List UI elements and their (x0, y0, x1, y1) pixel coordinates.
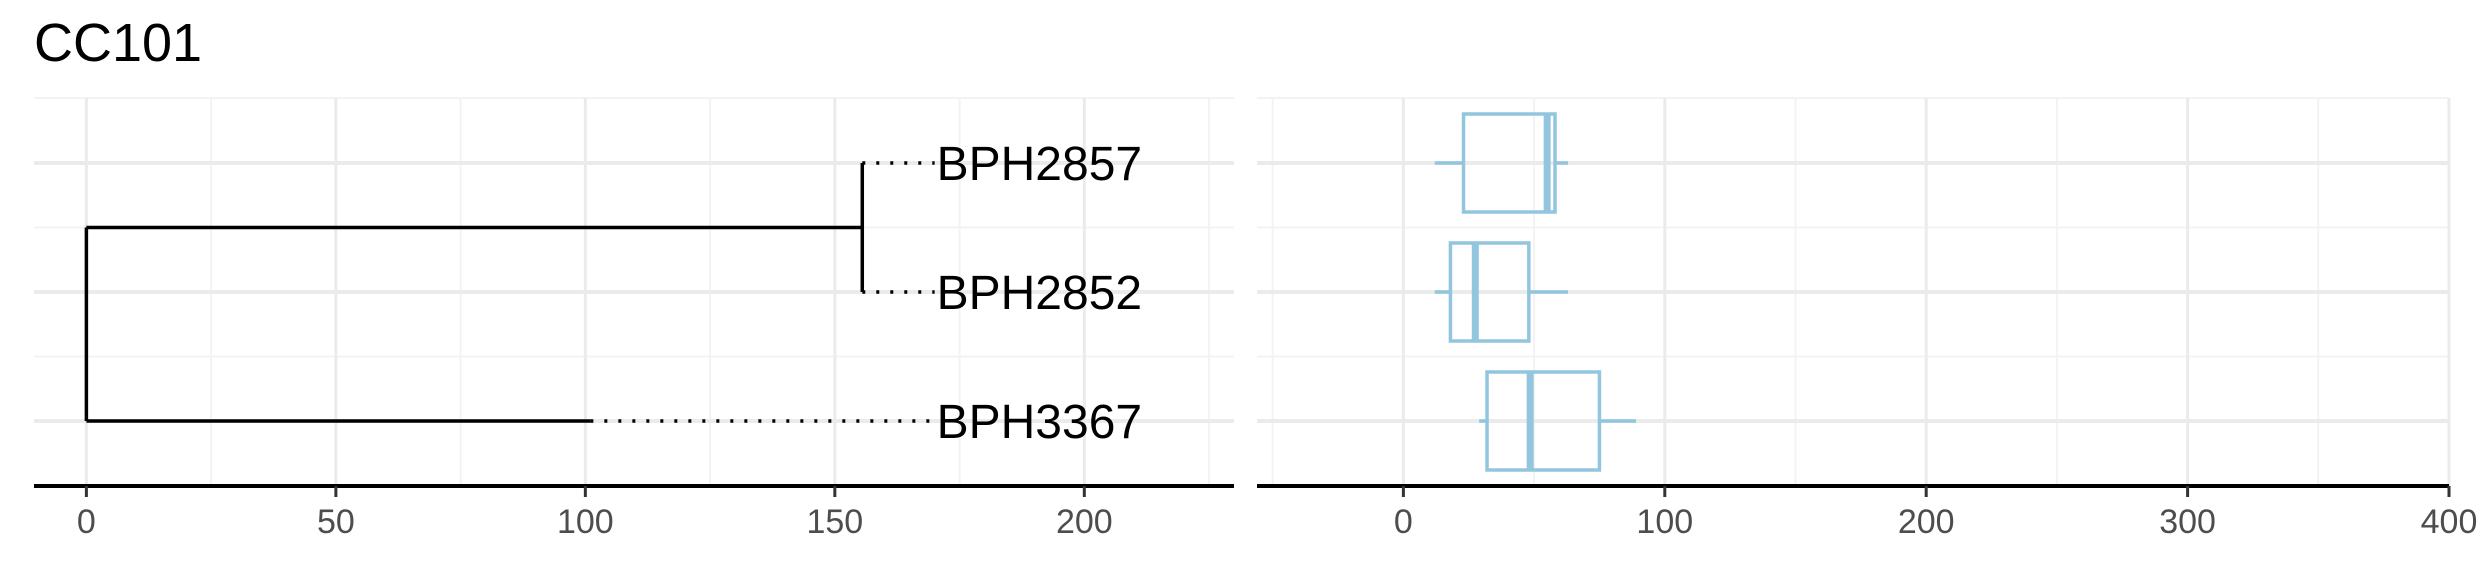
tree-x-tick-label: 50 (317, 503, 355, 541)
tip-label: BPH2852 (937, 267, 1142, 320)
tree-x-tick-label: 150 (806, 503, 863, 541)
box-panel: 0 100 200 300 400 (1257, 97, 2478, 541)
box-iqr-bph2857 (1461, 112, 1557, 214)
chart-title: CC101 (34, 13, 203, 73)
tree-panel: BPH2857 BPH2852 BPH3367 0 50 100 150 200 (34, 97, 1234, 541)
box-x-tick-label: 300 (2159, 503, 2216, 541)
box-x-tick-label: 100 (1636, 503, 1693, 541)
tip-label: BPH2857 (937, 138, 1142, 191)
box-x-tick-label: 0 (1394, 503, 1413, 541)
tree-x-tick-label: 200 (1056, 503, 1113, 541)
tree-x-tick-label: 100 (557, 503, 614, 541)
tip-label: BPH3367 (937, 396, 1142, 449)
tree-x-tick-label: 0 (77, 503, 96, 541)
box-x-tick-label: 200 (1898, 503, 1955, 541)
box-iqr-bph3367 (1485, 370, 1602, 472)
box-x-tick-label: 400 (2421, 503, 2478, 541)
box-iqr-bph2852 (1448, 241, 1531, 343)
